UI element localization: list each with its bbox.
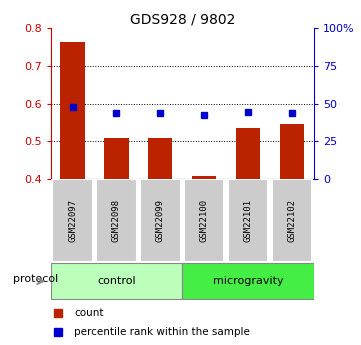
Title: GDS928 / 9802: GDS928 / 9802	[130, 12, 235, 27]
Bar	[272, 179, 312, 262]
Bar	[140, 179, 180, 262]
Bar	[184, 179, 225, 262]
Bar	[51, 263, 182, 299]
Bar	[228, 179, 268, 262]
Text: control: control	[97, 276, 136, 286]
Text: GSM22099: GSM22099	[156, 199, 165, 242]
Bar	[148, 138, 173, 179]
Text: GSM22097: GSM22097	[68, 199, 77, 242]
Bar	[192, 176, 216, 179]
Bar	[104, 138, 129, 179]
Text: count: count	[74, 308, 104, 318]
Bar	[96, 179, 136, 262]
Bar	[280, 124, 304, 179]
Text: protocol: protocol	[13, 274, 58, 284]
Bar	[182, 263, 314, 299]
Bar	[52, 179, 93, 262]
Bar	[236, 128, 260, 179]
Bar	[60, 42, 84, 179]
Text: percentile rank within the sample: percentile rank within the sample	[74, 327, 250, 337]
Text: GSM22100: GSM22100	[200, 199, 209, 242]
Text: GSM22102: GSM22102	[288, 199, 297, 242]
Text: GSM22098: GSM22098	[112, 199, 121, 242]
Text: microgravity: microgravity	[213, 276, 283, 286]
Text: GSM22101: GSM22101	[244, 199, 253, 242]
